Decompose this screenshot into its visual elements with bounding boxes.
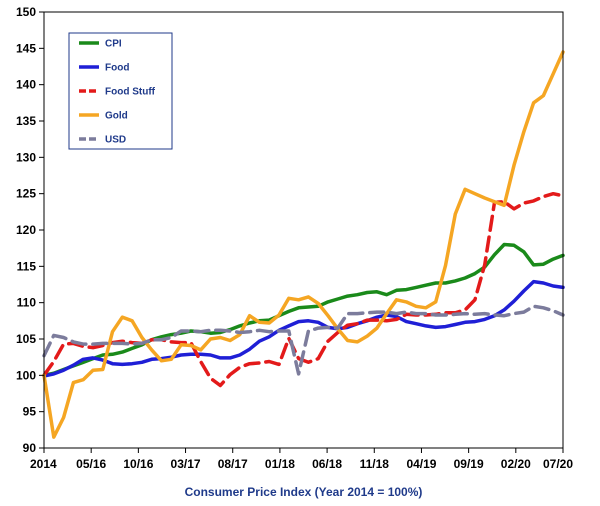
- x-tick-label: 08/17: [218, 457, 248, 471]
- x-tick-label: 03/17: [171, 457, 201, 471]
- legend-label: CPI: [105, 39, 122, 50]
- y-tick-label: 135: [16, 114, 36, 128]
- y-tick-label: 150: [16, 5, 36, 19]
- legend-label: Food: [105, 63, 129, 74]
- y-tick-label: 115: [17, 259, 37, 273]
- x-tick-label: 06/18: [312, 457, 342, 471]
- y-tick-label: 140: [16, 78, 36, 92]
- x-tick-label: 05/16: [76, 457, 106, 471]
- y-tick-label: 130: [16, 150, 36, 164]
- x-tick-label: 2014: [30, 457, 57, 471]
- y-tick-label: 125: [16, 187, 36, 201]
- y-tick-label: 110: [17, 296, 37, 310]
- series-line-cpi: [42, 242, 565, 378]
- series-line-food-stuff: [42, 191, 565, 388]
- axes-layer: 90 95 100 105 110 115 120 125 130 135 140 145 150 201…: [16, 5, 573, 471]
- legend-label: USD: [105, 135, 126, 146]
- legend: CPI Food Food Stuff Gold USD: [68, 32, 173, 150]
- x-tick-label: 10/16: [123, 457, 153, 471]
- x-tick-label: 02/20: [501, 457, 531, 471]
- y-tick-label: 145: [16, 41, 36, 55]
- series-line-gold: [42, 50, 565, 439]
- x-tick-label: 09/19: [454, 457, 484, 471]
- x-axis-title: Consumer Price Index (Year 2014 = 100%): [185, 485, 423, 499]
- y-tick-label: 90: [23, 441, 37, 455]
- y-tick-label: 120: [16, 223, 36, 237]
- series-line-usd: [42, 304, 565, 376]
- y-tick-label: 100: [16, 368, 36, 382]
- legend-label: Gold: [105, 111, 128, 122]
- legend-box: [68, 32, 173, 150]
- y-tick-label: 105: [16, 332, 36, 346]
- y-tick-label: 95: [23, 405, 37, 419]
- x-tick-label: 01/18: [265, 457, 295, 471]
- series-line-food: [42, 279, 565, 378]
- x-tick-label: 04/19: [406, 457, 436, 471]
- series-layer: [42, 50, 565, 439]
- x-tick-label: 11/18: [360, 457, 390, 471]
- legend-label: Food Stuff: [105, 87, 156, 98]
- x-tick-label: 07/20: [543, 457, 573, 471]
